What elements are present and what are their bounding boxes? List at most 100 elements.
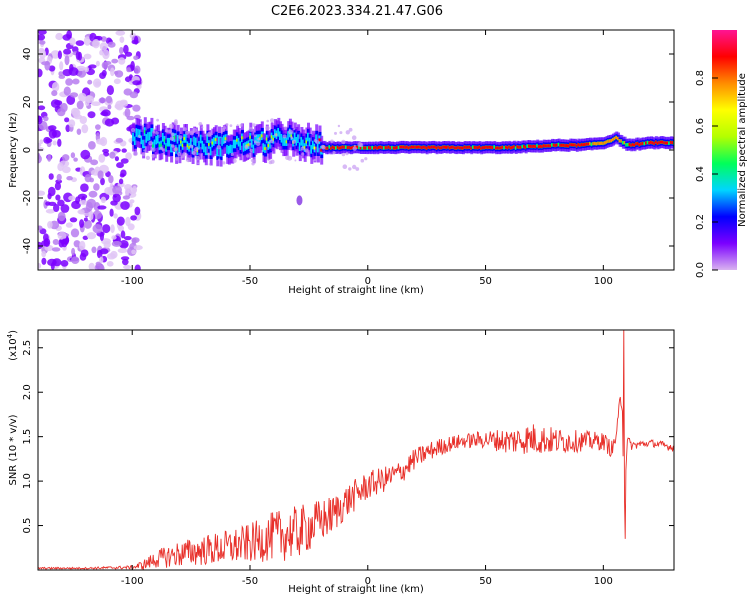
ridge-core	[270, 135, 274, 139]
ridge-inner	[297, 134, 301, 143]
snr-marks	[38, 330, 674, 570]
noise-blob	[111, 240, 122, 247]
ridge-speckle	[143, 149, 146, 152]
noise-blob	[132, 104, 141, 112]
ridge-core	[264, 147, 268, 151]
ridge-core	[483, 146, 487, 150]
noise-blob	[107, 104, 112, 110]
ridge-inner	[250, 139, 254, 148]
noise-blob	[115, 137, 124, 143]
ridge-core	[330, 146, 334, 150]
ridge-inner	[282, 137, 286, 146]
ridge-speckle	[197, 162, 200, 165]
noise-blob	[99, 264, 105, 270]
ridge-speckle	[152, 131, 156, 134]
ridge-core	[333, 146, 337, 150]
ridge-core	[463, 145, 467, 149]
ridge-inner	[514, 146, 518, 150]
ridge-core	[343, 145, 347, 149]
ridge-core	[325, 146, 329, 150]
ridge-core	[374, 145, 378, 149]
ridge-core	[648, 141, 652, 145]
ridge-core	[417, 145, 421, 149]
noise-blob	[88, 190, 98, 198]
ridge-speckle	[300, 146, 305, 151]
ridge-core	[143, 130, 147, 134]
ridge-core	[615, 136, 619, 139]
ridge-inner	[295, 137, 299, 146]
noise-blob	[122, 195, 130, 200]
ridge-core	[608, 139, 612, 143]
noise-blob	[99, 256, 104, 264]
ridge-core	[163, 138, 167, 142]
ridge-core	[285, 140, 289, 144]
ridge-speckle	[148, 141, 153, 146]
ridge-core	[513, 145, 517, 149]
ridge-speckle	[141, 152, 146, 157]
noise-blob	[123, 44, 129, 54]
ridge-core	[349, 146, 353, 150]
noise-blob	[131, 249, 137, 255]
ridge-core	[542, 144, 546, 148]
noise-blob	[107, 41, 116, 48]
noise-blob	[88, 262, 95, 270]
snr-series-line	[38, 330, 674, 570]
ridge-inner	[171, 132, 175, 142]
y-tick-label: 1.0	[22, 473, 33, 489]
snr-x-label: Height of straight line (km)	[288, 584, 424, 595]
noise-blob	[47, 154, 52, 162]
ridge-core	[425, 146, 429, 150]
ridge-core	[407, 146, 411, 150]
ridge-core	[592, 142, 596, 146]
noise-blob	[88, 210, 94, 221]
spectrogram-x-label: Height of straight line (km)	[288, 285, 424, 296]
ridge-core	[628, 142, 632, 146]
noise-blob	[48, 129, 57, 139]
ridge-core	[481, 146, 485, 150]
x-tick-label: 0	[365, 276, 371, 287]
ridge-inner	[302, 139, 306, 149]
noise-blob	[126, 115, 135, 121]
noise-blob	[84, 66, 89, 73]
ridge-core	[600, 141, 604, 145]
noise-blob	[39, 40, 46, 45]
ridge-speckle	[189, 144, 194, 149]
ridge-core	[259, 136, 263, 140]
ridge-core	[574, 143, 578, 147]
noise-blob	[41, 250, 47, 258]
ridge-core	[610, 139, 614, 143]
ridge-speckle	[321, 144, 325, 149]
ridge-speckle	[165, 129, 169, 133]
ridge-speckle	[207, 152, 210, 156]
ridge-core	[559, 143, 563, 147]
ridge-core	[379, 145, 383, 149]
noise-blob	[133, 245, 143, 251]
ridge-core	[570, 143, 574, 147]
noise-blob	[45, 209, 56, 214]
ridge-core	[165, 145, 169, 149]
ridge-speckle	[222, 126, 227, 130]
ridge-speckle	[267, 158, 270, 161]
ridge-core	[552, 143, 556, 147]
ridge-core	[524, 145, 528, 149]
noise-blob	[114, 103, 122, 110]
noise-blob	[116, 162, 124, 169]
ridge-speckle	[151, 154, 156, 158]
ridge-core	[152, 144, 155, 148]
ridge-speckle	[304, 148, 309, 153]
noise-blob	[57, 199, 65, 207]
noise-blob	[79, 116, 88, 124]
noise-blob	[114, 70, 119, 75]
ridge-core	[597, 141, 601, 145]
y-tick-label: 1.5	[22, 429, 33, 445]
noise-blob	[119, 36, 125, 43]
noise-blob	[73, 157, 78, 162]
ridge-core	[376, 146, 380, 150]
noise-blob	[110, 224, 115, 234]
ridge-core	[532, 144, 536, 148]
ridge-core	[368, 146, 371, 150]
noise-blob	[81, 124, 89, 134]
ridge-inner	[209, 146, 213, 156]
ridge-core	[373, 146, 376, 150]
ridge-inner	[279, 131, 282, 140]
